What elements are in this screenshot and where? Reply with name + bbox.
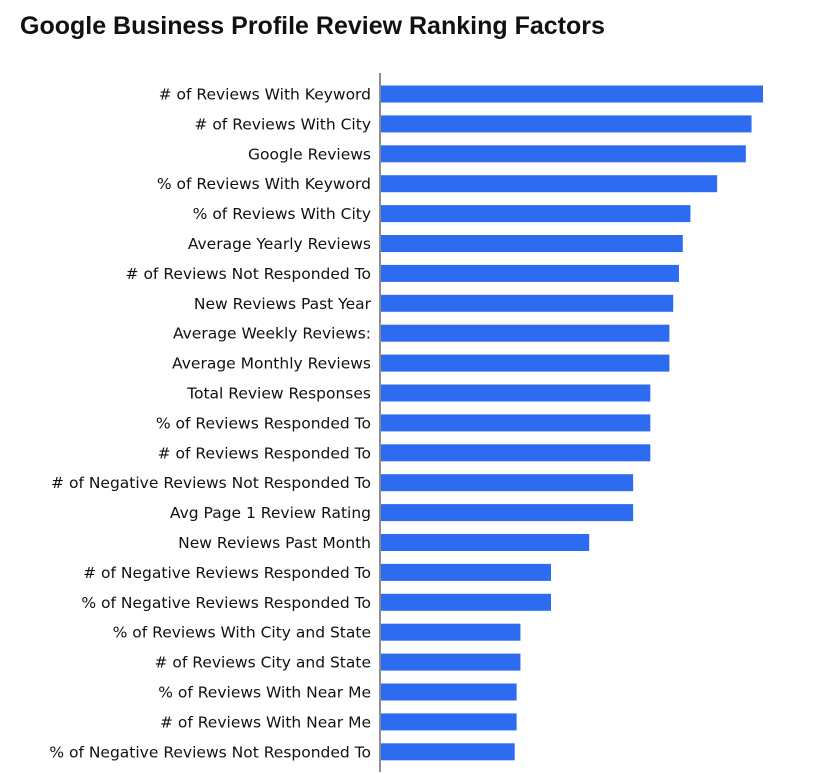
bar [381,474,634,492]
bar [381,414,651,432]
category-label: % of Reviews Responded To [156,414,371,432]
category-label: # of Reviews Responded To [158,444,371,462]
bar [381,534,590,551]
bar [381,683,517,701]
bar [381,623,521,641]
bar [381,175,718,193]
bar [381,115,752,133]
category-label: Avg Page 1 Review Rating [170,504,371,522]
bar [381,563,551,581]
bar [381,85,763,103]
bar [381,653,521,671]
bar [381,593,551,611]
category-label: Average Yearly Reviews [188,235,371,253]
category-label: New Reviews Past Month [178,534,371,552]
bar [381,145,746,163]
bar [381,713,517,731]
category-label: Average Monthly Reviews [172,355,371,373]
bar [381,384,651,402]
bar [381,354,670,372]
bar [381,743,515,761]
bar [381,324,670,342]
bar [381,444,651,462]
category-label: New Reviews Past Year [194,295,372,313]
chart-title: Google Business Profile Review Ranking F… [20,12,605,40]
category-label: % of Reviews With City and State [113,624,371,642]
category-label: # of Reviews With Near Me [160,713,371,731]
category-label: # of Negative Reviews Responded To [83,564,371,582]
category-label: % of Negative Reviews Responded To [81,594,371,612]
category-label: # of Reviews Not Responded To [126,265,371,283]
category-label: # of Negative Reviews Not Responded To [51,474,371,492]
category-label: % of Reviews With Keyword [157,175,371,193]
category-label: % of Negative Reviews Not Responded To [49,743,371,761]
category-label: Average Weekly Reviews: [173,325,371,343]
category-label: % of Reviews With City [193,205,371,223]
category-label: # of Reviews With City [194,115,371,133]
category-label: # of Reviews City and State [154,654,371,672]
category-label: % of Reviews With Near Me [158,684,371,702]
bar [381,504,634,522]
bar [381,235,683,252]
bar [381,205,691,223]
category-label: Total Review Responses [186,385,371,403]
bar [381,294,674,312]
category-label: Google Reviews [248,145,371,163]
bar [381,264,679,282]
category-label: # of Reviews With Keyword [159,86,371,104]
